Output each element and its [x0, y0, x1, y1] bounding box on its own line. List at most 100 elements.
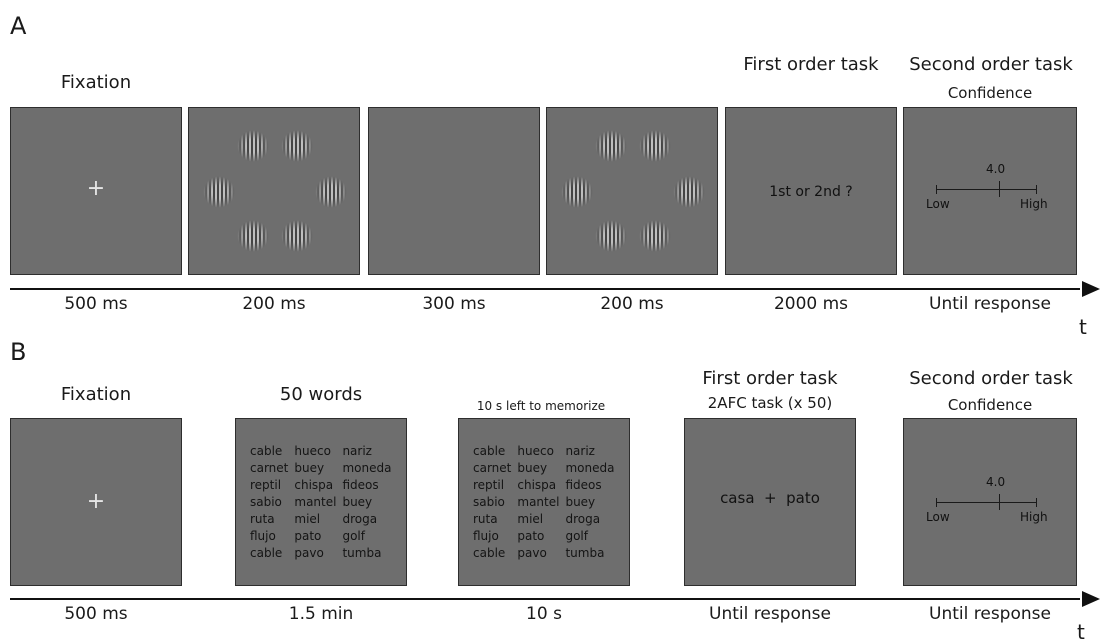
duration-b-4: Until response	[709, 604, 831, 624]
word: carnet	[250, 461, 289, 475]
second-order-header-a: Second order task	[909, 54, 1073, 75]
memorize-header: 10 s left to memorize	[476, 399, 606, 413]
word: moneda	[565, 461, 615, 475]
word: sabio	[250, 495, 282, 509]
word: flujo	[473, 529, 499, 543]
word: hueco	[517, 444, 554, 458]
gabor-patch	[315, 176, 347, 208]
choice-screen: casa + pato	[684, 418, 856, 586]
second-order-header-b: Second order task	[909, 368, 1073, 389]
word: golf	[565, 529, 588, 543]
scale-tick-right	[1036, 498, 1037, 507]
word: mantel	[294, 495, 337, 509]
time-axis-b	[10, 598, 1080, 600]
duration-a-6: Until response	[929, 294, 1051, 314]
word: reptil	[250, 478, 282, 492]
duration-b-1: 500 ms	[64, 604, 128, 624]
word: miel	[294, 512, 321, 526]
scale-high-label: High	[1020, 197, 1048, 211]
gabor-patch	[595, 130, 627, 162]
confidence-scale: 4.0 Low High	[926, 162, 1048, 222]
gabor-patch	[639, 130, 671, 162]
word: nariz	[565, 444, 595, 458]
confidence-header-a: Confidence	[947, 84, 1033, 102]
word: nariz	[342, 444, 372, 458]
word: cable	[250, 546, 283, 560]
scale-tick-left	[936, 498, 937, 507]
word-list-screen: cable hueco nariz carnet buey moneda rep…	[235, 418, 407, 586]
word: flujo	[250, 529, 276, 543]
duration-a-2: 200 ms	[242, 294, 306, 314]
confidence-screen-b: 4.0 Low High	[903, 418, 1077, 586]
scale-line	[936, 502, 1036, 503]
word: buey	[342, 495, 373, 509]
word-list: cable hueco nariz carnet buey moneda rep…	[473, 443, 614, 562]
word: miel	[517, 512, 544, 526]
word-list: cable hueco nariz carnet buey moneda rep…	[250, 443, 391, 562]
duration-a-3: 300 ms	[422, 294, 486, 314]
scale-marker	[999, 494, 1000, 510]
word: fideos	[565, 478, 602, 492]
duration-b-5: Until response	[929, 604, 1051, 624]
word: ruta	[250, 512, 275, 526]
duration-a-4: 200 ms	[600, 294, 664, 314]
scale-tick-left	[936, 185, 937, 194]
time-axis-label-a: t	[1079, 315, 1087, 339]
word: ruta	[473, 512, 498, 526]
blank-screen	[368, 107, 540, 275]
arrow-head-icon	[1082, 281, 1100, 297]
word: fideos	[342, 478, 379, 492]
gabor-patch	[673, 176, 705, 208]
duration-b-3: 10 s	[526, 604, 562, 624]
duration-a-1: 500 ms	[64, 294, 128, 314]
scale-line	[936, 189, 1036, 190]
scale-value: 4.0	[986, 475, 1006, 489]
choice-text: casa + pato	[720, 489, 820, 507]
word: carnet	[473, 461, 512, 475]
gabor-patch	[203, 176, 235, 208]
word: buey	[294, 461, 325, 475]
word: chispa	[517, 478, 557, 492]
task-header: 2AFC task (x 50)	[707, 394, 833, 412]
confidence-scale: 4.0 Low High	[926, 475, 1048, 535]
first-order-header-a: First order task	[743, 54, 879, 75]
gabor-patch	[281, 220, 313, 252]
question-screen: 1st or 2nd ?	[725, 107, 897, 275]
gabor-patch	[281, 130, 313, 162]
panel-a-label: A	[10, 12, 27, 40]
scale-tick-right	[1036, 185, 1037, 194]
scale-low-label: Low	[926, 197, 950, 211]
word: hueco	[294, 444, 331, 458]
time-axis-label-b: t	[1077, 620, 1085, 644]
fixation-cross: +	[86, 489, 106, 514]
scale-marker	[999, 181, 1000, 197]
gabor-patch	[237, 130, 269, 162]
first-order-header-b: First order task	[702, 368, 838, 389]
time-axis-a	[10, 288, 1080, 290]
word: sabio	[473, 495, 505, 509]
word: cable	[473, 546, 506, 560]
word: chispa	[294, 478, 334, 492]
word: golf	[342, 529, 365, 543]
fixation-header-a: Fixation	[60, 72, 132, 93]
word: mantel	[517, 495, 560, 509]
word: tumba	[342, 546, 382, 560]
word: pato	[517, 529, 545, 543]
fixation-screen-a: +	[10, 107, 182, 275]
panel-b-label: B	[10, 338, 27, 366]
word: pato	[294, 529, 322, 543]
word: moneda	[342, 461, 392, 475]
word: buey	[517, 461, 548, 475]
word: pavo	[294, 546, 324, 560]
word: pavo	[517, 546, 547, 560]
scale-low-label: Low	[926, 510, 950, 524]
gabor-patch	[639, 220, 671, 252]
gabor-patch	[595, 220, 627, 252]
stimulus-screen-2	[546, 107, 718, 275]
duration-b-2: 1.5 min	[288, 604, 354, 624]
word: droga	[565, 512, 601, 526]
word: cable	[250, 444, 283, 458]
scale-high-label: High	[1020, 510, 1048, 524]
confidence-header-b: Confidence	[947, 396, 1033, 414]
gabor-patch	[237, 220, 269, 252]
